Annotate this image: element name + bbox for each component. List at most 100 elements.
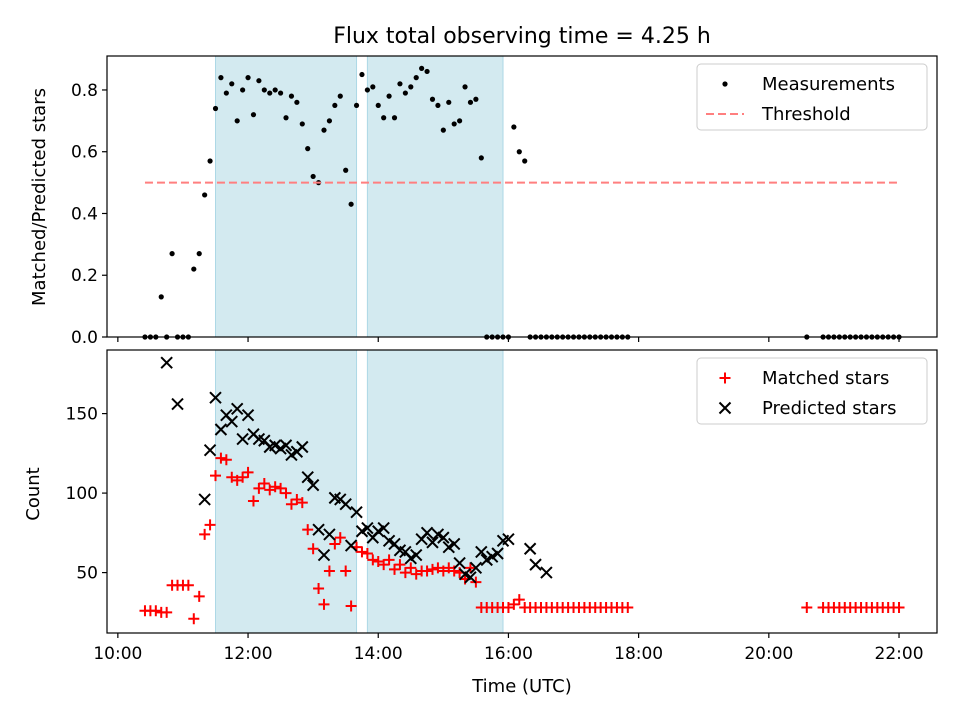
- data-point: [220, 454, 232, 466]
- data-point: [277, 90, 284, 96]
- data-point: [361, 548, 373, 560]
- data-point: [329, 538, 341, 550]
- data-point: [317, 548, 331, 562]
- data-point: [196, 251, 202, 257]
- data-point: [426, 563, 438, 575]
- y-tick-label: 100: [66, 484, 98, 504]
- data-point: [258, 478, 270, 490]
- data-point: [302, 524, 314, 536]
- data-point: [191, 266, 197, 272]
- data-point: [429, 96, 436, 102]
- data-point: [182, 579, 194, 591]
- y-tick-label: 50: [76, 564, 98, 584]
- data-point: [408, 84, 414, 90]
- data-point: [229, 81, 235, 87]
- data-point: [462, 84, 468, 90]
- data-point: [359, 71, 365, 78]
- data-point: [447, 537, 461, 551]
- legend-label: Measurements: [762, 74, 895, 95]
- data-point: [306, 478, 320, 492]
- data-point: [440, 127, 446, 133]
- data-point: [280, 487, 292, 499]
- data-point: [275, 482, 287, 494]
- data-point: [893, 602, 905, 614]
- data-point: [214, 423, 228, 436]
- data-point: [381, 115, 387, 121]
- data-point: [402, 90, 408, 96]
- data-point: [405, 562, 417, 574]
- data-point: [435, 102, 441, 109]
- data-point: [279, 439, 293, 452]
- data-point: [378, 559, 390, 571]
- series-predicted-stars: [160, 356, 553, 584]
- data-point: [348, 201, 354, 207]
- data-point: [394, 559, 406, 571]
- legend: Measurements Threshold: [696, 63, 928, 131]
- data-point: [377, 521, 390, 535]
- data-point: [350, 505, 363, 519]
- data-point: [218, 75, 224, 81]
- data-point: [269, 481, 281, 493]
- data-point: [419, 65, 425, 71]
- data-point: [339, 498, 352, 511]
- bottom-y-axis-label: Count: [23, 467, 44, 520]
- data-point: [199, 528, 211, 540]
- data-point: [198, 493, 211, 506]
- top-y-axis-label: Matched/Predicted stars: [29, 88, 50, 306]
- data-point: [420, 526, 434, 540]
- data-point: [516, 149, 522, 155]
- data-point: [508, 598, 520, 610]
- data-point: [296, 497, 308, 509]
- data-point: [383, 554, 395, 566]
- legend-marker: [719, 372, 731, 384]
- data-point: [288, 93, 295, 99]
- data-point: [475, 545, 488, 559]
- data-point: [285, 498, 297, 510]
- legend-label: Threshold: [761, 104, 851, 125]
- data-point: [283, 115, 289, 121]
- data-point: [513, 594, 525, 606]
- data-point: [240, 87, 246, 93]
- data-point: [323, 565, 335, 577]
- data-point: [310, 173, 316, 180]
- top-panel: 0.0 0.2 0.4 0.6 0.8 Measurements Threshold: [71, 55, 938, 348]
- data-point: [356, 546, 368, 558]
- plot-frame: [106, 55, 938, 338]
- data-point: [326, 118, 333, 124]
- data-point: [294, 99, 300, 105]
- data-point: [301, 470, 314, 484]
- data-point: [511, 124, 517, 130]
- y-tick-label: 0.0: [71, 328, 98, 348]
- data-point: [193, 590, 205, 602]
- data-point: [169, 251, 175, 257]
- y-tick-label: 0.4: [71, 204, 98, 224]
- x-tick-label: 12:00: [224, 644, 273, 664]
- legend-marker: [718, 401, 732, 415]
- x-tick-label: 22:00: [875, 644, 924, 664]
- shaded-interval: [366, 349, 504, 634]
- data-point: [337, 93, 343, 99]
- data-point: [413, 75, 419, 81]
- data-point: [343, 167, 349, 173]
- data-point: [345, 600, 357, 612]
- data-point: [502, 532, 515, 546]
- data-point: [261, 87, 267, 93]
- shaded-interval: [214, 55, 358, 338]
- data-point: [340, 565, 352, 577]
- data-point: [230, 402, 244, 416]
- data-point: [386, 93, 392, 99]
- data-point: [457, 118, 463, 124]
- data-point: [473, 96, 479, 102]
- data-point: [424, 68, 430, 75]
- data-point: [234, 118, 240, 124]
- data-point: [321, 127, 327, 133]
- data-point: [242, 466, 254, 478]
- data-point: [305, 146, 311, 152]
- legend-marker: [722, 81, 728, 87]
- data-point: [421, 565, 433, 577]
- data-point: [171, 397, 184, 411]
- legend-label: Matched stars: [762, 368, 889, 389]
- data-point: [437, 531, 450, 544]
- data-point: [256, 78, 262, 84]
